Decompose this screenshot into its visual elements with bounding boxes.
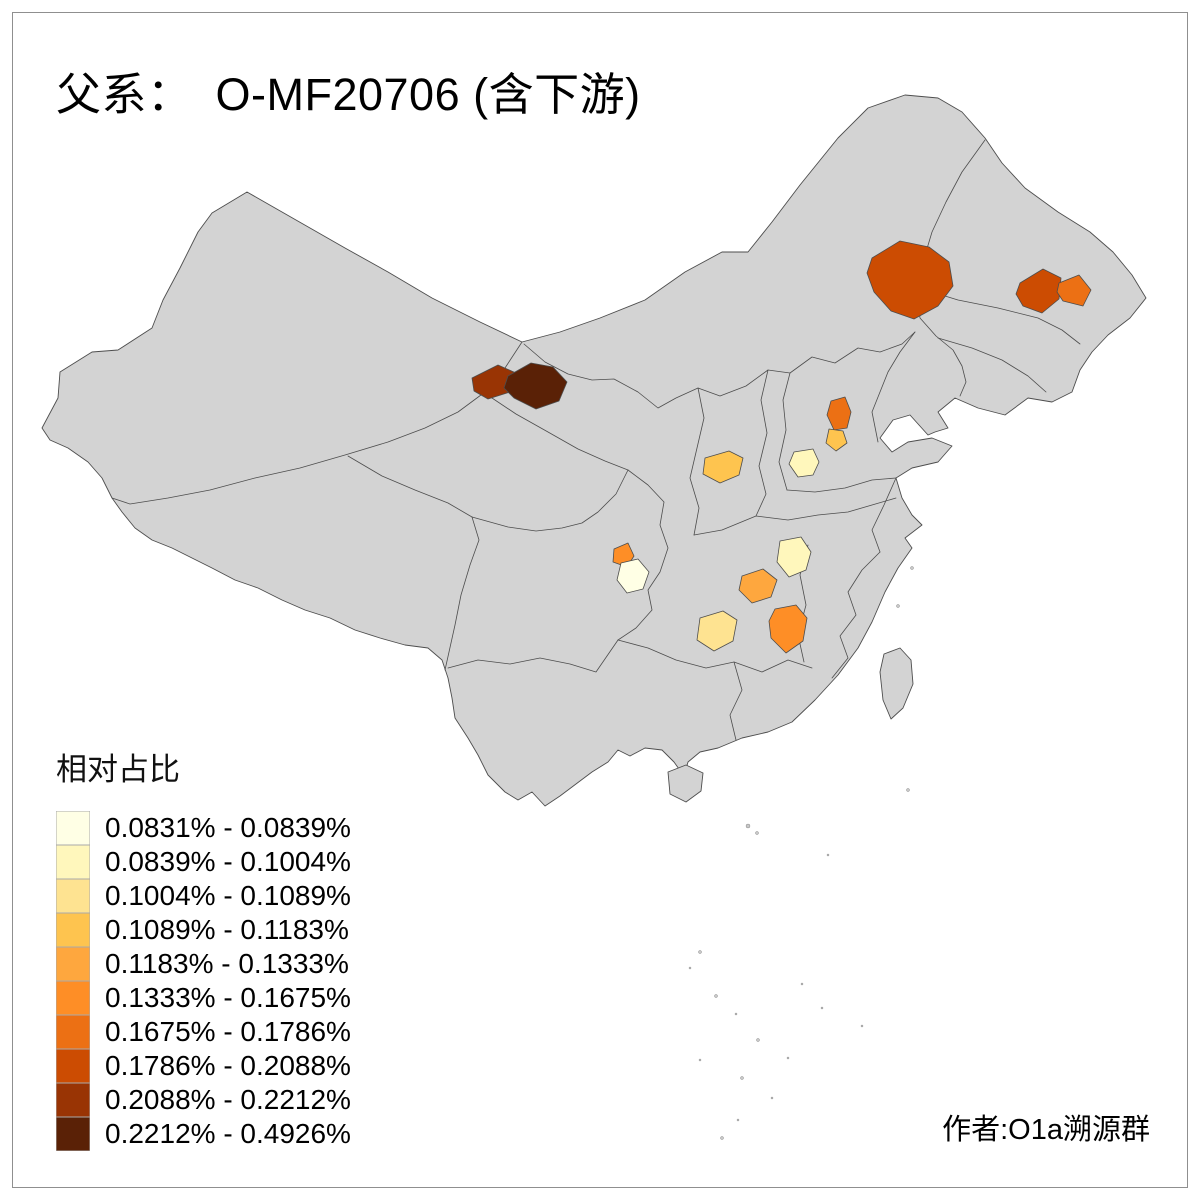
highlighted-region <box>503 362 568 410</box>
highlighted-region <box>702 450 744 484</box>
highlighted-region <box>616 558 650 594</box>
legend-swatch <box>56 947 90 981</box>
legend-label: 0.1183% - 0.1333% <box>105 948 349 979</box>
legend-row: 0.1675% - 0.1786% <box>56 1015 351 1049</box>
province-boundaries <box>111 139 1081 741</box>
legend-row: 0.0839% - 0.1004% <box>56 845 351 879</box>
legend-swatch <box>56 1015 90 1049</box>
legend-row: 0.0831% - 0.0839% <box>56 811 351 845</box>
legend-label: 0.1089% - 0.1183% <box>105 914 349 945</box>
legend-swatch <box>56 1117 90 1151</box>
legend-row: 0.2088% - 0.2212% <box>56 1083 351 1117</box>
page-border-frame <box>12 12 1188 1188</box>
legend-row: 0.1333% - 0.1675% <box>56 981 351 1015</box>
attribution: 作者:O1a溯源群 <box>942 1114 1150 1146</box>
legend-row: 0.1786% - 0.2088% <box>56 1049 351 1083</box>
south-china-sea-islands <box>688 566 914 1140</box>
legend-label: 0.2088% - 0.2212% <box>105 1084 351 1115</box>
hainan-island <box>667 764 704 803</box>
map-legend: 相对占比 0.0831% - 0.0839% 0.0839% - 0.1004%… <box>56 744 351 1151</box>
highlighted-region <box>696 610 738 652</box>
highlighted-region <box>788 448 820 478</box>
legend-swatch <box>56 1083 90 1117</box>
china-mainland <box>41 94 1147 807</box>
highlighted-region <box>866 240 954 320</box>
legend-row: 0.1089% - 0.1183% <box>56 913 351 947</box>
highlighted-region <box>776 536 812 578</box>
legend-swatch <box>56 845 90 879</box>
legend-swatch <box>56 913 90 947</box>
legend-label: 0.0831% - 0.0839% <box>105 812 351 843</box>
legend-row: 0.2212% - 0.4926% <box>56 1117 351 1151</box>
legend-swatch <box>56 1049 90 1083</box>
legend-label: 0.1786% - 0.2088% <box>105 1050 351 1081</box>
taiwan-island <box>879 647 914 720</box>
legend-swatch <box>56 811 90 845</box>
highlighted-region <box>826 396 852 431</box>
highlighted-region <box>1056 274 1092 307</box>
legend-label: 0.2212% - 0.4926% <box>105 1118 351 1149</box>
legend-row: 0.1183% - 0.1333% <box>56 947 351 981</box>
legend-swatch <box>56 981 90 1015</box>
highlighted-region <box>1015 268 1062 314</box>
highlighted-region <box>738 568 778 604</box>
legend-label: 0.1004% - 0.1089% <box>105 880 351 911</box>
legend-label: 0.1333% - 0.1675% <box>105 982 351 1013</box>
highlighted-region <box>768 604 808 654</box>
legend-swatch <box>56 879 90 913</box>
legend-row: 0.1004% - 0.1089% <box>56 879 351 913</box>
highlighted-regions <box>471 240 1092 654</box>
legend-title: 相对占比 <box>56 752 180 787</box>
highlighted-region <box>825 428 848 452</box>
legend-label: 0.1675% - 0.1786% <box>105 1016 351 1047</box>
page-title: 父系： O-MF20706 (含下游) <box>56 69 641 120</box>
legend-label: 0.0839% - 0.1004% <box>105 846 351 877</box>
